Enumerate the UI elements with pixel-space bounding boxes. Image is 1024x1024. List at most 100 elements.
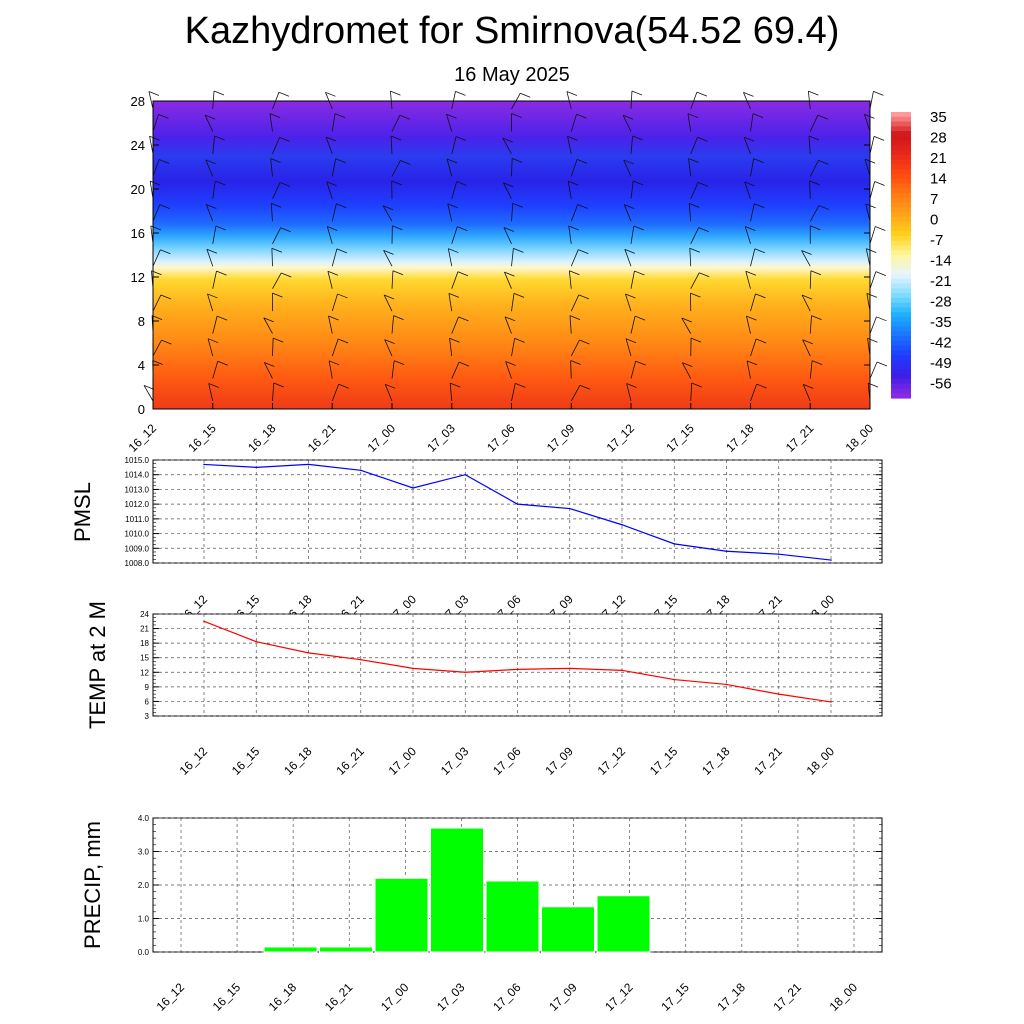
wind-barb xyxy=(568,225,572,244)
wind-barb-flag xyxy=(567,135,578,141)
precip-xtick-label: 16_18 xyxy=(266,980,300,1014)
pmsl-point xyxy=(359,469,362,472)
wind-barb-flag xyxy=(569,315,581,321)
wind-barb-flag xyxy=(512,202,523,208)
wind-barb-flag xyxy=(502,137,513,143)
wind-barb-flag xyxy=(337,293,348,299)
wind-barb xyxy=(570,249,579,267)
wind-barb-flag xyxy=(687,113,699,119)
wind-barb xyxy=(212,316,218,334)
colorbar xyxy=(891,112,911,399)
wind-barb-flag xyxy=(271,247,283,253)
wind-barb xyxy=(270,203,273,222)
wind-barb-flag xyxy=(327,270,339,276)
wind-barb-flag xyxy=(273,382,284,388)
wind-barb-flag xyxy=(394,360,405,366)
wind-barb-flag xyxy=(754,248,766,254)
wind-barb xyxy=(746,315,751,334)
colorbar-cell xyxy=(891,278,911,285)
heatmap-ytick-label: 24 xyxy=(131,138,145,153)
temp-2m-xtick-label: 16_21 xyxy=(333,744,367,778)
wind-barb-flag xyxy=(754,203,765,209)
wind-barb-flag xyxy=(696,91,708,97)
temp-2m-point xyxy=(412,667,414,670)
wind-barb-flag xyxy=(681,317,692,323)
pmsl-ytick-label: 1010.0 xyxy=(125,530,150,539)
wind-barb-flag xyxy=(743,136,755,142)
precip-ytick-label: 2.0 xyxy=(138,881,150,890)
wind-barb xyxy=(149,136,154,154)
wind-barb-flag xyxy=(632,135,643,141)
wind-barb-flag xyxy=(384,339,395,345)
colorbar-label: -42 xyxy=(930,335,952,352)
wind-barb xyxy=(630,361,637,379)
wind-barb xyxy=(869,136,875,155)
wind-barb-flag xyxy=(811,315,822,321)
wind-barb xyxy=(687,113,692,132)
wind-barb-flag xyxy=(390,90,401,96)
temp-2m-ytick-label: 6 xyxy=(145,697,150,706)
wind-barb-flag xyxy=(867,382,879,388)
wind-barb xyxy=(446,158,453,177)
wind-barb xyxy=(750,113,754,132)
wind-barb-flag xyxy=(513,292,525,298)
wind-barb xyxy=(630,91,633,110)
heatmap-xtick-label: 18_00 xyxy=(843,421,877,455)
heatmap-ytick-label: 20 xyxy=(131,182,145,197)
temp-2m-ytick-label: 3 xyxy=(145,712,150,721)
wind-barb xyxy=(447,203,453,222)
wind-barb-flag xyxy=(393,315,404,321)
wind-barb xyxy=(570,204,579,222)
wind-barb-flag xyxy=(682,362,693,368)
wind-barb-flag xyxy=(801,294,813,300)
wind-barb-flag xyxy=(818,159,829,165)
wind-barb xyxy=(869,316,877,334)
wind-barb xyxy=(511,248,514,267)
wind-barb xyxy=(382,205,393,222)
pmsl-panel xyxy=(152,459,883,564)
precip-xtick-label: 17_06 xyxy=(490,980,524,1014)
temp-2m-point xyxy=(516,668,519,671)
wind-barb xyxy=(331,158,337,177)
wind-barb-flag xyxy=(159,159,170,164)
colorbar-label: 21 xyxy=(930,150,947,167)
wind-barb xyxy=(681,362,692,379)
wind-barb-flag xyxy=(576,113,587,119)
wind-barb-flag xyxy=(697,182,709,187)
colorbar-cell xyxy=(891,364,911,370)
wind-barb xyxy=(626,383,632,402)
colorbar-label: 14 xyxy=(930,171,947,188)
pmsl-point xyxy=(673,543,676,545)
wind-barb xyxy=(807,91,811,110)
colorbar-cell xyxy=(891,126,911,132)
wind-barb-flag xyxy=(148,91,160,96)
wind-barb-flag xyxy=(448,248,459,253)
colorbar-cell xyxy=(891,121,911,127)
colorbar-cell xyxy=(891,231,911,237)
wind-barb-flag xyxy=(624,204,635,209)
wind-barb-flag xyxy=(448,293,460,298)
pmsl-point xyxy=(777,553,780,555)
colorbar-cell xyxy=(891,283,911,289)
heatmap-xtick-label: 16_12 xyxy=(126,421,160,455)
wind-barb-flag xyxy=(160,249,171,255)
wind-barb-flag xyxy=(336,203,347,209)
wind-barb-flag xyxy=(504,316,516,322)
wind-barb xyxy=(567,181,572,199)
wind-barb xyxy=(681,317,692,334)
wind-barb-flag xyxy=(864,113,875,119)
wind-barb-flag xyxy=(327,226,338,231)
wind-barb xyxy=(331,293,338,312)
pmsl-point xyxy=(568,507,571,510)
wind-barb xyxy=(570,114,577,132)
precip-xtick-label: 17_03 xyxy=(434,980,468,1014)
wind-barb-flag xyxy=(503,182,514,188)
wind-barb-flag xyxy=(450,382,461,388)
wind-barb-flag xyxy=(206,204,217,209)
wind-barb xyxy=(451,91,456,110)
precip-xtick-label: 17_09 xyxy=(546,980,580,1014)
wind-barb-flag xyxy=(633,225,644,231)
wind-barb-flag xyxy=(207,293,218,299)
pmsl-ytick-label: 1008.0 xyxy=(125,559,150,568)
pmsl-point xyxy=(255,466,258,469)
